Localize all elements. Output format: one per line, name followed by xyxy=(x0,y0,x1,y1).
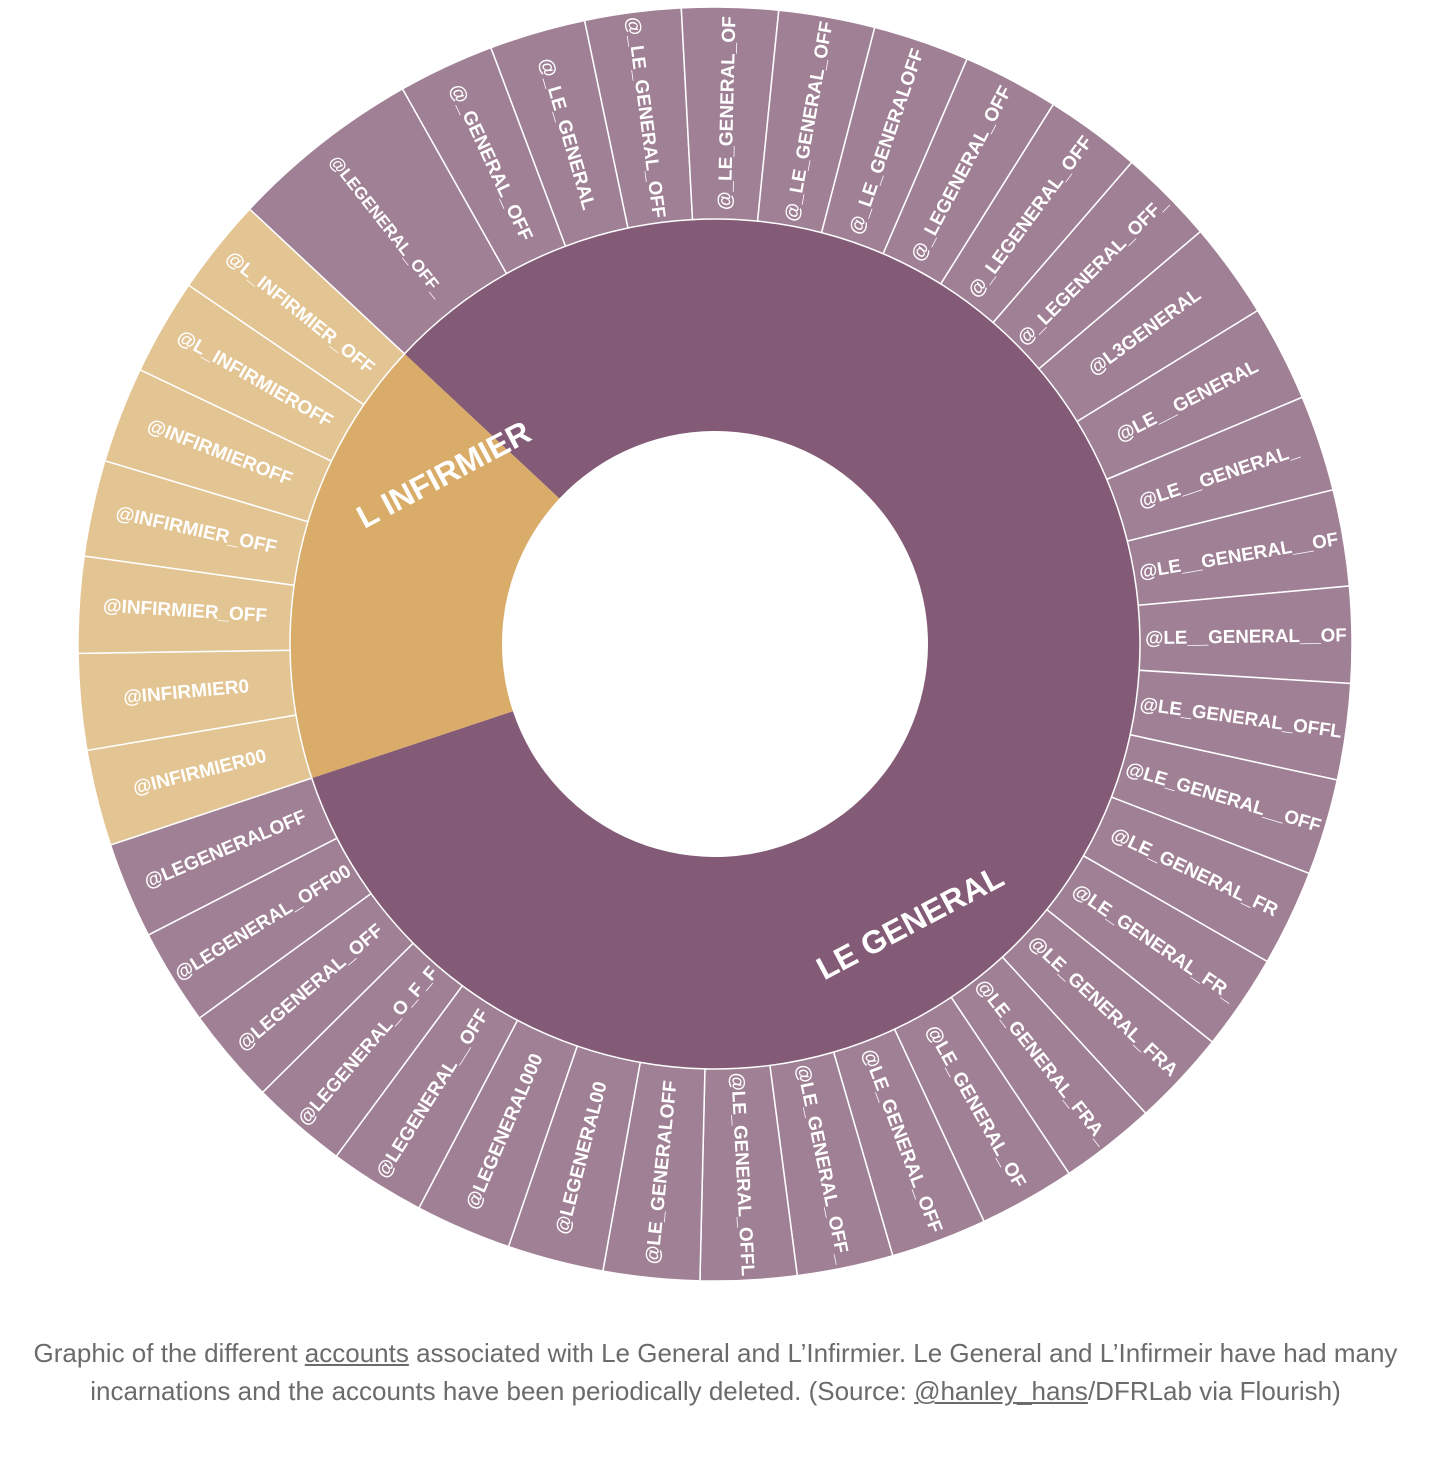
outer-segment-39[interactable] xyxy=(109,777,338,936)
inner-segment-le-general[interactable] xyxy=(311,218,1141,1070)
inner-segment-l-infirmier[interactable] xyxy=(290,353,560,779)
sunburst-chart: @INFIRMIER00@INFIRMIER0@INFIRMIER_OFF@IN… xyxy=(77,6,1353,1282)
caption-text-3: /DFRLab via Flourish) xyxy=(1087,1376,1341,1406)
caption-text-2: associated with Le General and L’Infirmi… xyxy=(90,1338,1398,1406)
accounts-link[interactable]: accounts xyxy=(304,1338,409,1368)
outer-label-11: @_LE_GENERAL_OF xyxy=(715,16,741,210)
caption-text-1: Graphic of the different xyxy=(33,1338,305,1368)
outer-label-21: @LE__GENERAL__OF xyxy=(1145,624,1347,648)
hanley-hans-link[interactable]: @hanley_hans xyxy=(914,1376,1088,1406)
inner-ring xyxy=(290,218,1141,1070)
figure-caption: Graphic of the different accounts associ… xyxy=(30,1334,1401,1410)
outer-ring xyxy=(77,6,1353,1282)
